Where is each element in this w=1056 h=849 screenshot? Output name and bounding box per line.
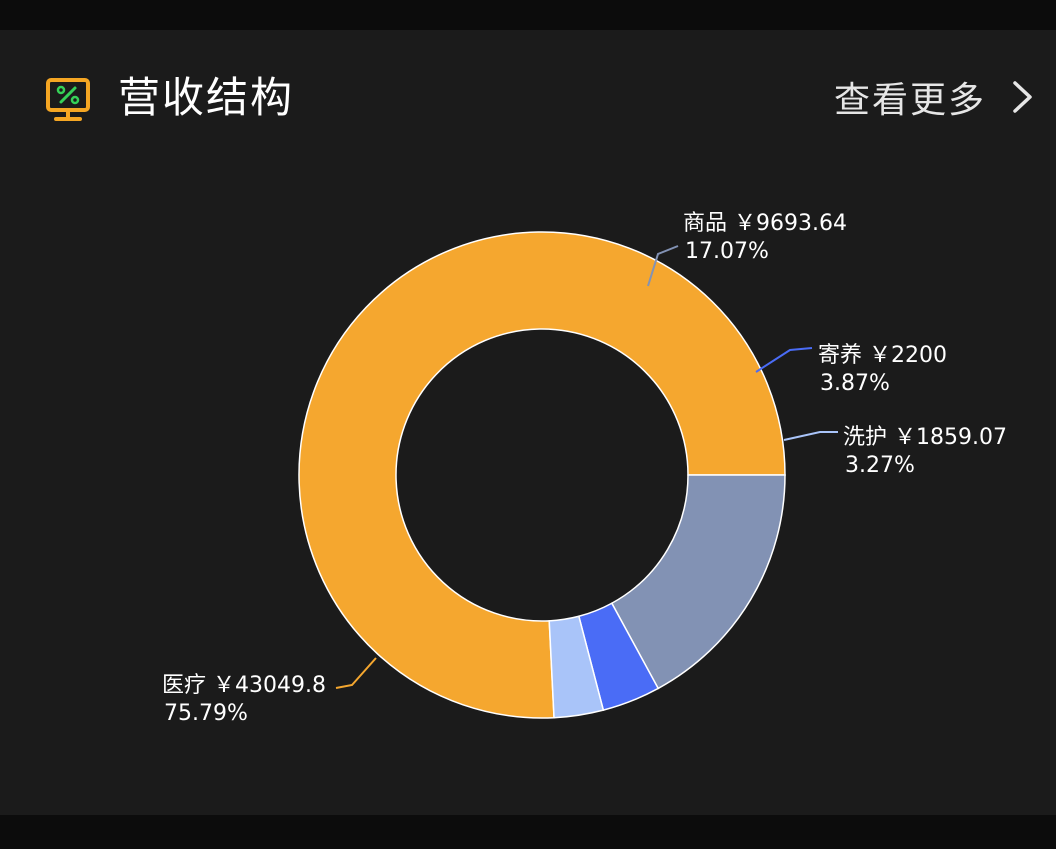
donut-slice[interactable] [548, 615, 605, 719]
monitor-percent-icon [46, 78, 90, 121]
slice-label-percent: 75.79% [164, 701, 248, 726]
card-header: 营收结构 查看更多 [0, 30, 1056, 165]
card-title: 营收结构 [118, 73, 295, 122]
view-more-label: 查看更多 [833, 80, 986, 121]
slice-label-percent: 3.27% [845, 453, 915, 478]
label-leader-line [335, 657, 377, 689]
label-leader-line [647, 245, 679, 287]
slice-label-name-value: 医疗 ￥43049.8 [162, 673, 326, 698]
chevron-right-icon [1013, 81, 1032, 113]
slice-label-name-value: 寄养 ￥2200 [818, 343, 947, 368]
donut-slice[interactable] [610, 474, 786, 690]
revenue-structure-card: 营收结构 查看更多 医疗 ￥43049.8 75.79% 商品 ￥9693.64 17… [0, 30, 1056, 815]
slice-label-name-value: 洗护 ￥1859.07 [843, 425, 1007, 450]
label-leader-line [783, 431, 838, 441]
label-leader-line [755, 347, 813, 373]
revenue-donut-chart: 医疗 ￥43049.8 75.79% 商品 ￥9693.64 17.07% 寄养 ￥22… [162, 211, 1007, 726]
slice-label-percent: 17.07% [685, 239, 769, 264]
bottom-bar [0, 815, 1056, 849]
slice-label-percent: 3.87% [820, 371, 890, 396]
slice-label-name-value: 商品 ￥9693.64 [683, 211, 847, 236]
view-more-button[interactable]: 查看更多 [834, 68, 1034, 126]
donut-slice[interactable] [298, 231, 786, 719]
